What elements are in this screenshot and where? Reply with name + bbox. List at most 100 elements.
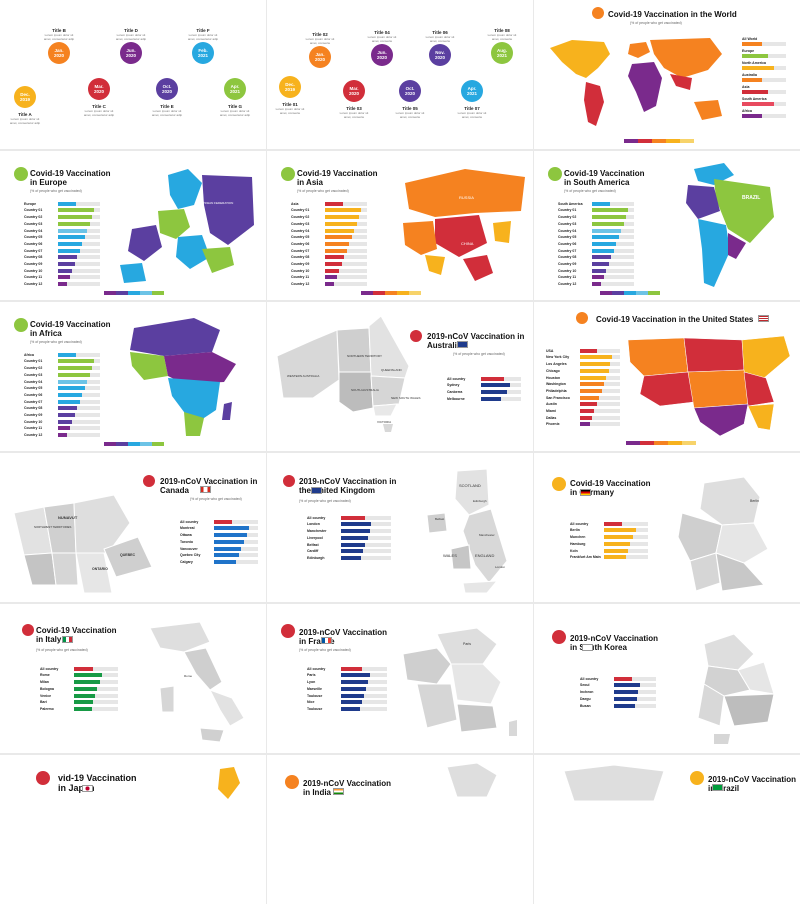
slide-japan[interactable]: vid-19 Vaccination in Japan bbox=[0, 755, 266, 904]
bar-row: Country 07 bbox=[558, 248, 634, 254]
timeline-title: Title 04 bbox=[374, 30, 390, 35]
bar-track bbox=[604, 555, 648, 560]
bar-label: Country 12 bbox=[24, 433, 43, 437]
slide-subtitle: (% of people who get vaccinated) bbox=[190, 497, 242, 501]
bar-label: Liverpool bbox=[307, 535, 323, 540]
virus-icon bbox=[14, 167, 28, 181]
sa-legend bbox=[600, 291, 660, 295]
slide-subtitle: (% of people who get vaccinated) bbox=[564, 189, 616, 193]
bar-label: Houston bbox=[546, 375, 561, 380]
bar-row: Melbourne bbox=[447, 396, 521, 402]
bar-row: Country 09 bbox=[558, 261, 634, 267]
slide-italy[interactable]: Covid-19 Vaccination in Italy (% of peop… bbox=[0, 604, 266, 753]
bar-track bbox=[325, 255, 367, 260]
australia-map bbox=[276, 316, 410, 432]
australia-flag-icon bbox=[457, 341, 468, 348]
bar-label: Melbourne bbox=[447, 396, 465, 401]
timeline-node: Aug. 2021 bbox=[491, 42, 513, 64]
bar-row: Koln bbox=[570, 548, 648, 554]
bar-label: Daegu bbox=[580, 696, 591, 701]
slide-subtitle: (% of people who get vaccinated) bbox=[297, 189, 349, 193]
bar-row: Incheon bbox=[580, 689, 656, 695]
brazil-map bbox=[563, 764, 665, 801]
slide-timeline-1[interactable]: Dec. 2019 Title A Lorem ipsum dolor sit am… bbox=[0, 0, 266, 149]
bar-fill bbox=[325, 235, 352, 240]
bar-track bbox=[604, 528, 648, 533]
bar-label: Country 05 bbox=[558, 235, 577, 240]
bar-label: Marseille bbox=[307, 686, 322, 691]
bar-row: Marseille bbox=[307, 686, 387, 692]
bar-row: Country 10 bbox=[291, 268, 367, 274]
slide-africa[interactable]: Covid-19 Vaccination in Africa (% of peo… bbox=[0, 302, 266, 451]
bar-track bbox=[592, 215, 634, 220]
map-label: QUEENSLAND bbox=[381, 368, 402, 372]
slide-korea[interactable]: 2019-nCoV Vaccination in South Korea All… bbox=[534, 604, 800, 753]
bar-label: Palermo bbox=[40, 706, 54, 711]
bar-label: Munchen bbox=[570, 535, 586, 540]
bar-row: Country 07 bbox=[24, 248, 100, 254]
bar-label: Vancouver bbox=[180, 546, 198, 551]
slide-france[interactable]: 2019-nCoV Vaccination in France (% of pe… bbox=[267, 604, 533, 753]
bar-fill bbox=[341, 666, 363, 671]
bar-fill bbox=[604, 541, 631, 546]
bar-fill bbox=[325, 201, 343, 206]
bar-row: Country 03 bbox=[24, 221, 100, 227]
timeline-title: Title F bbox=[196, 28, 210, 33]
map-label: NUNAVUT bbox=[58, 515, 78, 520]
bar-row: Country 06 bbox=[24, 392, 100, 398]
bar-track bbox=[341, 680, 387, 685]
slide-australia[interactable]: NORTHERN TERRITORY QUEENSLAND WESTERN AU… bbox=[267, 302, 533, 451]
bar-fill bbox=[325, 248, 347, 253]
bar-label: Cardiff bbox=[307, 549, 319, 554]
bar-row: Hamburg bbox=[570, 541, 648, 547]
bar-fill bbox=[592, 221, 624, 226]
bar-label: Toulouse bbox=[307, 693, 323, 698]
map-label: Paris bbox=[463, 642, 471, 646]
slide-canada[interactable]: NUNAVUT NORTHWEST TERRITORIES ONTARIO QU… bbox=[0, 453, 266, 602]
bar-row: All country bbox=[447, 376, 521, 382]
slide-europe[interactable]: Covid-19 Vaccination in Europe (% of peo… bbox=[0, 151, 266, 300]
bar-row: Cardiff bbox=[307, 548, 391, 554]
slide-timeline-2[interactable]: Dec. 2019 Title 01 Lorem ipsum dolor sit a… bbox=[267, 0, 533, 149]
bar-track bbox=[592, 235, 634, 240]
bar-track bbox=[58, 248, 100, 253]
bar-row: Los Angeles bbox=[546, 361, 620, 367]
bar-fill bbox=[604, 528, 636, 533]
slide-germany[interactable]: Covid-19 Vaccination in Germany All coun… bbox=[534, 453, 800, 602]
bar-label: Washington bbox=[546, 382, 566, 387]
bar-track bbox=[58, 419, 100, 424]
bar-row: Country 11 bbox=[24, 426, 100, 432]
bar-row: All country bbox=[570, 521, 648, 527]
map-label: QUEBEC bbox=[120, 553, 135, 557]
bar-label: Country 04 bbox=[558, 228, 577, 233]
timeline-title: Title G bbox=[228, 104, 242, 109]
bar-row: Liverpool bbox=[307, 535, 391, 541]
bar-track bbox=[214, 546, 258, 551]
bar-label: All country bbox=[570, 521, 589, 526]
slide-world[interactable]: Covid-19 Vaccination in the World (% of … bbox=[534, 0, 800, 149]
slide-brazil[interactable]: 2019-nCoV Vaccination in Brazil bbox=[534, 755, 800, 904]
bar-track bbox=[58, 386, 100, 391]
bar-fill bbox=[325, 261, 342, 266]
bar-label: Country 10 bbox=[291, 268, 310, 273]
bar-label: Austin bbox=[546, 402, 557, 407]
bar-track bbox=[580, 368, 620, 373]
slide-asia[interactable]: Covid-19 Vaccination in Asia (% of peopl… bbox=[267, 151, 533, 300]
bar-track bbox=[325, 228, 367, 233]
bar-label: Country 11 bbox=[24, 275, 43, 280]
bar-track bbox=[58, 261, 100, 266]
bar-track bbox=[58, 228, 100, 233]
bar-track bbox=[214, 519, 258, 524]
bar-row: Country 09 bbox=[291, 261, 367, 267]
slide-south-america[interactable]: Covid-19 Vaccination in South America (%… bbox=[534, 151, 800, 300]
slide-uk[interactable]: 2019-nCoV Vaccination in the United King… bbox=[267, 453, 533, 602]
bar-track bbox=[592, 275, 634, 280]
bar-label: Koln bbox=[570, 548, 578, 553]
slide-subtitle: (% of people who get vaccinated) bbox=[299, 499, 351, 503]
bar-row: Washington bbox=[546, 381, 620, 387]
slide-india[interactable]: 2019-nCoV Vaccination in India bbox=[267, 755, 533, 904]
bar-label: Country 02 bbox=[24, 215, 43, 220]
slide-title: 2019-nCoV Vaccination in Canada bbox=[160, 477, 258, 495]
bar-row: All country bbox=[180, 519, 258, 525]
slide-usa[interactable]: Covid-19 Vaccination in the United State… bbox=[534, 302, 800, 451]
